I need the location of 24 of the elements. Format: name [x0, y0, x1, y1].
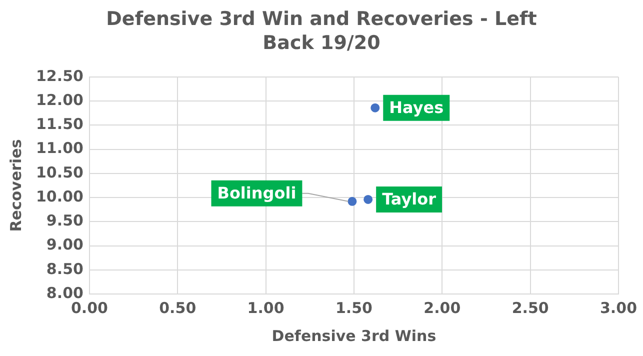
- y-tick-label: 8.50: [46, 260, 84, 278]
- y-axis-title: Recoveries: [6, 139, 25, 232]
- point: [364, 194, 373, 204]
- point: [348, 196, 357, 206]
- y-tick-label: 11.50: [36, 115, 84, 134]
- y-tick-label: 11.00: [36, 139, 84, 158]
- x-tick-label: 1.00: [247, 298, 284, 317]
- point: [370, 103, 380, 112]
- y-tick-label: 10.00: [36, 187, 84, 206]
- x-tick-label: 0.50: [159, 298, 196, 317]
- annotation: Hayes: [389, 98, 444, 118]
- y-tick-label: 9.50: [46, 212, 84, 230]
- y-tick-label: 9.00: [46, 236, 84, 254]
- y-tick-label: 10.50: [36, 163, 84, 182]
- y-tick-label: 12.50: [36, 66, 84, 85]
- x-tick-label: 1.50: [335, 298, 372, 317]
- annotation: Bolingoli: [217, 184, 296, 203]
- y-tick-label: 12.00: [36, 91, 84, 109]
- x-axis-title: Defensive 3rd Wins: [272, 326, 436, 345]
- annotation: Taylor: [382, 190, 436, 209]
- chart-title: Defensive 3rd Win and Recoveries - Left Back 19/20: [105, 7, 538, 55]
- x-tick-label: 2.50: [512, 298, 549, 317]
- x-tick-label: 3.00: [600, 298, 638, 317]
- x-tick-label: 2.00: [424, 298, 461, 317]
